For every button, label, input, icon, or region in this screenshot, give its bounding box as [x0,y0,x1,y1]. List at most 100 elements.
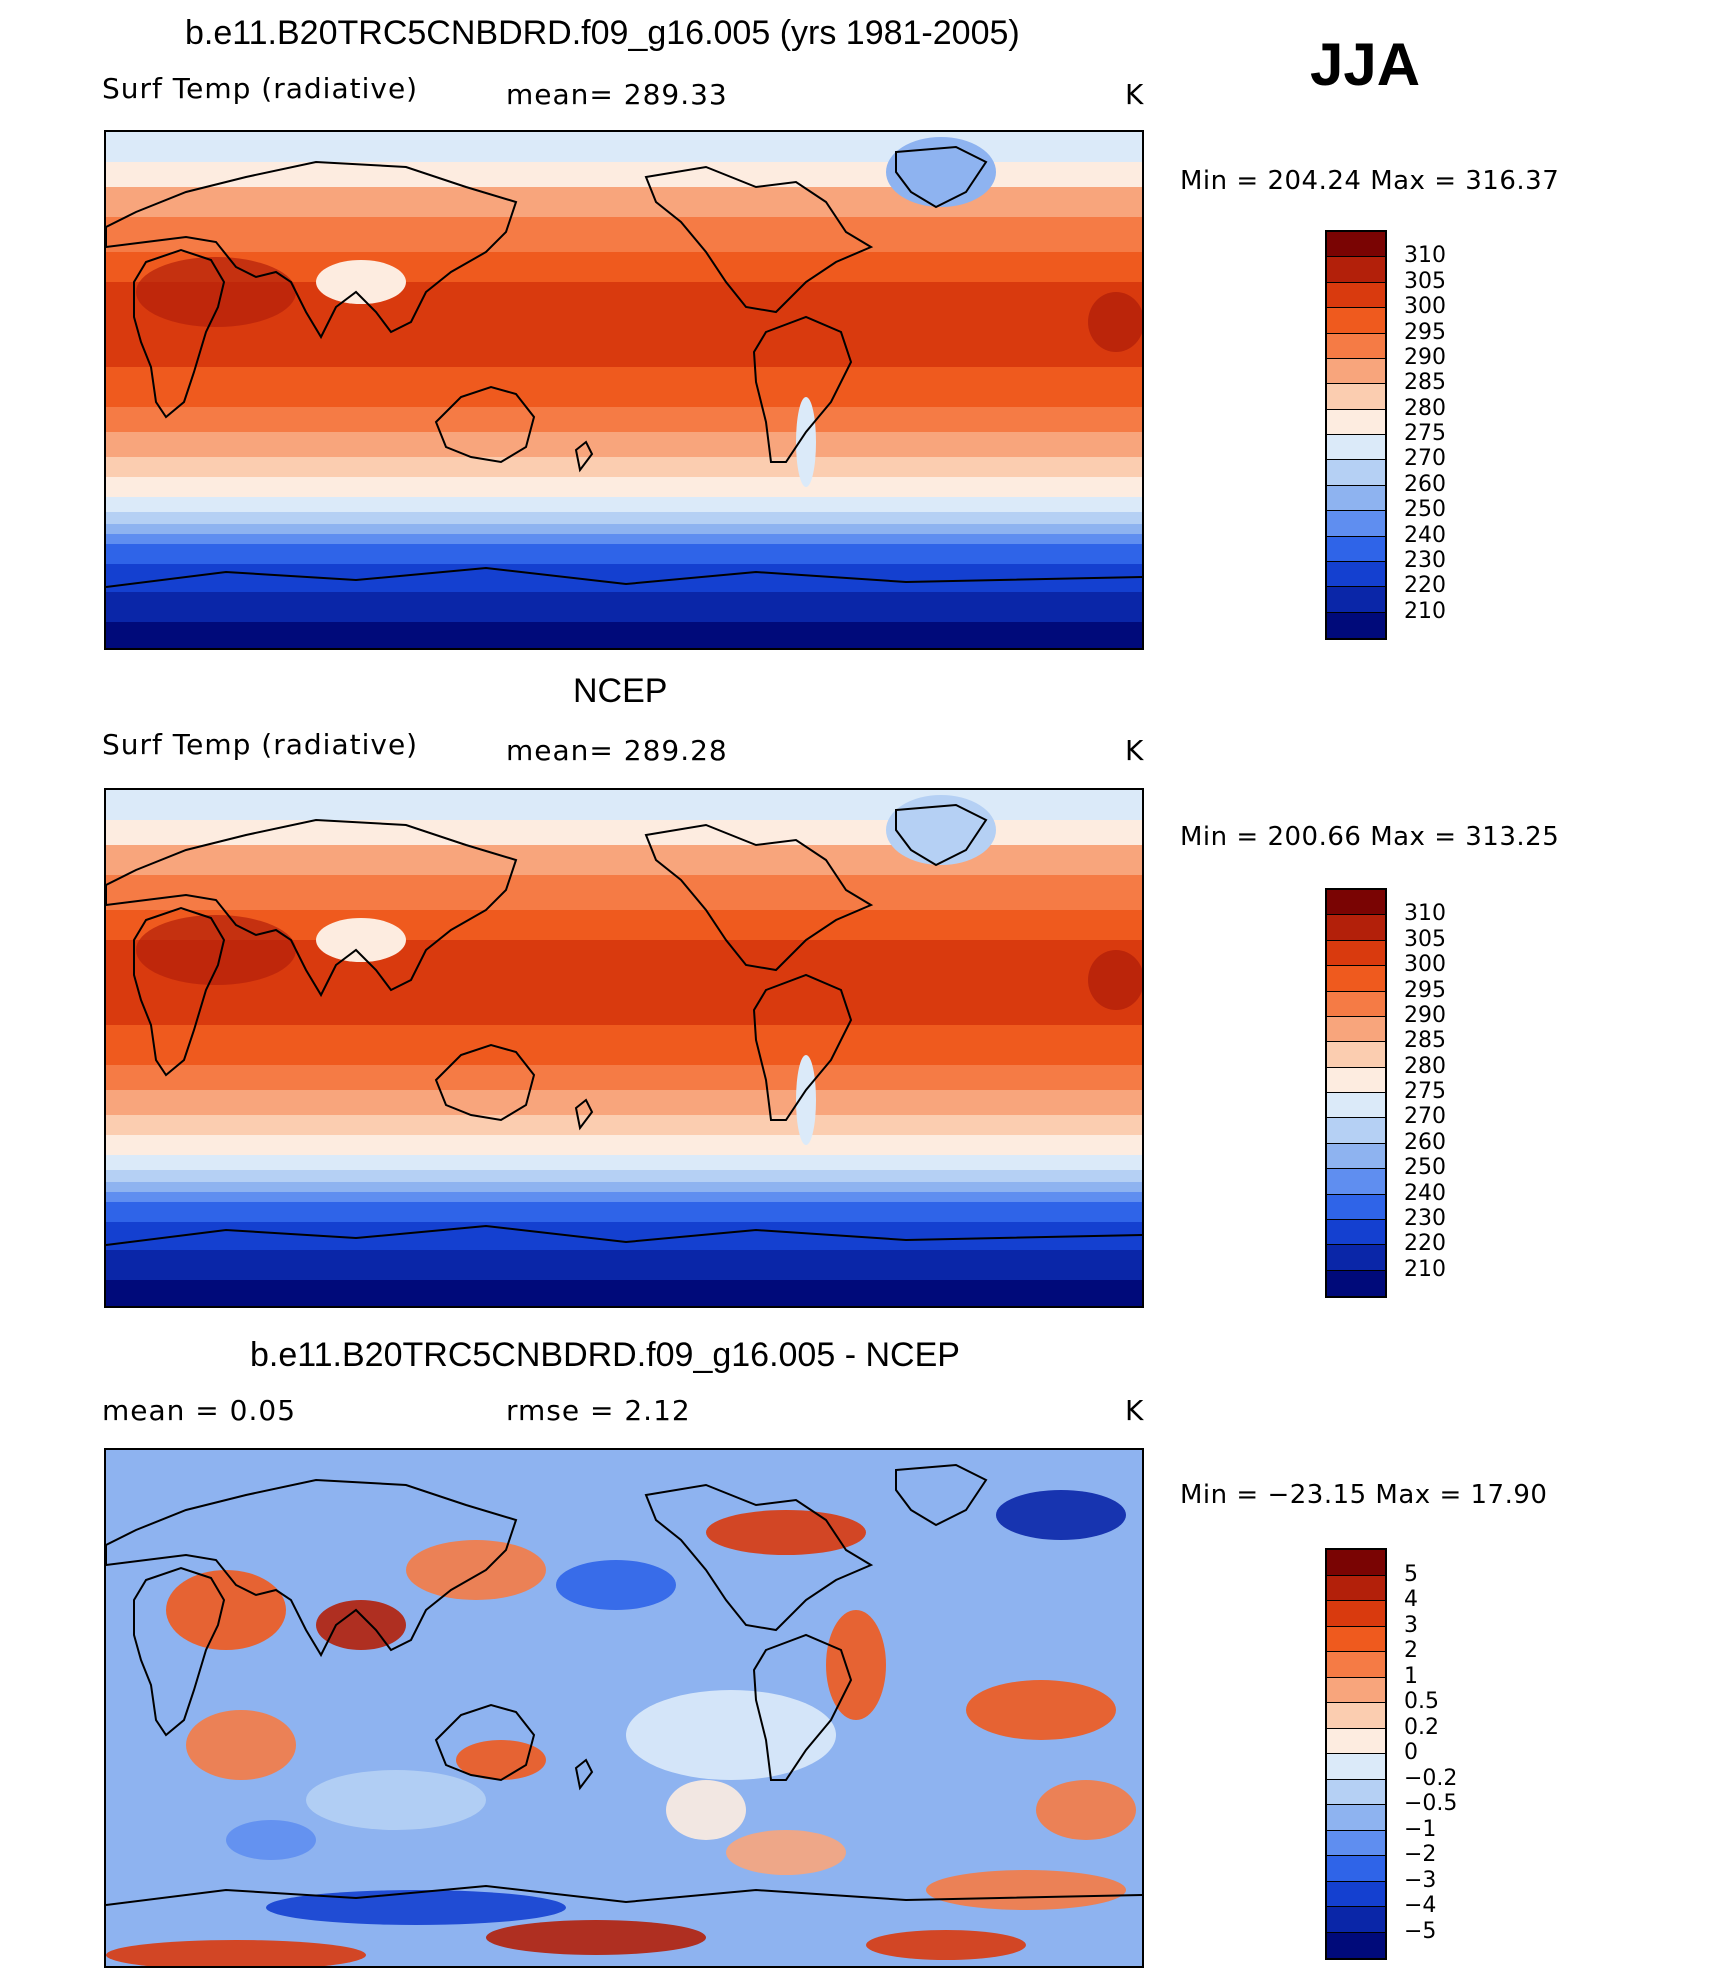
colorbar-swatch [1327,1219,1385,1246]
panel-3-title: b.e11.B20TRC5CNBDRD.f09_g16.005 - NCEP [250,1336,960,1374]
colorbar-tick-label: 0.5 [1404,1689,1439,1714]
panel-2-mean: mean= 289.28 [506,734,728,767]
colorbar-swatch [1327,460,1385,486]
colorbar-swatch [1327,1652,1385,1678]
panel-3-rmse: rmse = 2.12 [506,1394,691,1427]
colorbar-tick-label: 275 [1404,421,1446,446]
colorbar-swatch [1327,1270,1385,1296]
panel-3-mean: mean = 0.05 [102,1394,297,1427]
colorbar-swatch [1327,915,1385,941]
colorbar-swatch [1327,282,1385,309]
colorbar-tick-label: 290 [1404,344,1446,370]
panel-3-unit: K [1125,1394,1145,1427]
colorbar-swatch [1327,384,1385,410]
colorbar-tick-label: 250 [1404,1155,1446,1181]
colorbar-swatch [1327,1856,1385,1882]
panel-2-variable: Surf Temp (radiative) [102,728,419,761]
colorbar-tick-label: 2 [1404,1638,1418,1663]
colorbar-tick-label: 270 [1404,446,1446,472]
colorbar-swatch [1327,1754,1385,1780]
colorbar-swatch [1327,561,1385,588]
colorbar-swatch [1327,991,1385,1017]
colorbar-swatch [1327,940,1385,967]
colorbar-swatch [1327,536,1385,562]
colorbar-swatch [1327,1550,1385,1576]
colorbar-swatch [1327,232,1385,258]
colorbar-swatch [1327,1143,1385,1170]
colorbar-tick-label: 250 [1404,497,1446,523]
colorbar-swatch [1327,1118,1385,1144]
colorbar-swatch [1327,257,1385,283]
colorbar-swatch [1327,587,1385,613]
colorbar-tick-label: 210 [1404,598,1446,624]
colorbar-swatch [1327,1575,1385,1601]
colorbar-swatch [1327,1677,1385,1703]
colorbar-swatch [1327,1626,1385,1652]
colorbar-tick-label: 280 [1404,1053,1446,1079]
panel-1-map [104,130,1144,650]
panel-1-colorbar [1325,230,1387,640]
colorbar-tick-label: 310 [1404,901,1446,927]
colorbar-tick-label: 305 [1404,926,1446,952]
colorbar-swatch [1327,1067,1385,1093]
colorbar-tick-label: 240 [1404,1180,1446,1206]
colorbar-tick-label: −4 [1404,1893,1437,1918]
colorbar-tick-label: −2 [1404,1842,1437,1867]
colorbar-swatch [1327,1779,1385,1805]
colorbar-swatch [1327,1194,1385,1220]
colorbar-tick-label: 310 [1404,243,1446,269]
colorbar-tick-label: −1 [1404,1816,1437,1842]
colorbar-tick-label: −5 [1404,1918,1437,1944]
colorbar-tick-label: 285 [1404,370,1446,396]
colorbar-swatch [1327,1830,1385,1856]
colorbar-swatch [1327,358,1385,385]
colorbar-swatch [1327,1881,1385,1907]
colorbar-swatch [1327,1169,1385,1195]
panel-2-minmax: Min = 200.66 Max = 313.25 [1180,822,1560,852]
panel-2-map [104,788,1144,1308]
colorbar-swatch [1327,890,1385,916]
colorbar-swatch [1327,1016,1385,1043]
panel-1-variable: Surf Temp (radiative) [102,72,419,105]
colorbar-tick-label: 3 [1404,1612,1418,1638]
panel-1-mean: mean= 289.33 [506,78,728,111]
colorbar-tick-label: 210 [1404,1256,1446,1282]
colorbar-swatch [1327,612,1385,638]
season-label: JJA [1310,31,1421,98]
colorbar-swatch [1327,1932,1385,1958]
colorbar-tick-label: 290 [1404,1002,1446,1028]
panel-2-unit: K [1125,734,1145,767]
colorbar-swatch [1327,435,1385,461]
colorbar-swatch [1327,308,1385,334]
colorbar-swatch [1327,966,1385,992]
panel-3-minmax: Min = −23.15 Max = 17.90 [1180,1480,1548,1510]
colorbar-tick-label: 275 [1404,1079,1446,1104]
colorbar-tick-label: 0 [1404,1740,1418,1765]
colorbar-tick-label: 220 [1404,573,1446,599]
panel-1-unit: K [1125,78,1145,111]
colorbar-tick-label: 280 [1404,395,1446,421]
colorbar-tick-label: −0.5 [1404,1791,1458,1816]
colorbar-swatch [1327,1093,1385,1119]
colorbar-swatch [1327,1728,1385,1754]
colorbar-swatch [1327,511,1385,537]
colorbar-swatch [1327,1703,1385,1729]
colorbar-swatch [1327,485,1385,512]
panel-1-minmax: Min = 204.24 Max = 316.37 [1180,166,1560,196]
colorbar-tick-label: −0.2 [1404,1765,1458,1791]
colorbar-tick-label: 1 [1404,1663,1418,1689]
colorbar-tick-label: 300 [1404,294,1446,320]
colorbar-tick-label: −3 [1404,1867,1437,1893]
colorbar-tick-label: 230 [1404,547,1446,573]
colorbar-tick-label: 260 [1404,471,1446,497]
colorbar-tick-label: 0.2 [1404,1714,1439,1740]
colorbar-tick-label: 4 [1404,1587,1418,1612]
panel-3-map [104,1448,1144,1968]
colorbar-swatch [1327,1245,1385,1271]
colorbar-tick-label: 5 [1404,1561,1418,1587]
colorbar-tick-label: 230 [1404,1205,1446,1231]
colorbar-tick-label: 220 [1404,1231,1446,1257]
colorbar-tick-label: 295 [1404,977,1446,1003]
colorbar-swatch [1327,1805,1385,1831]
colorbar-tick-label: 270 [1404,1104,1446,1130]
